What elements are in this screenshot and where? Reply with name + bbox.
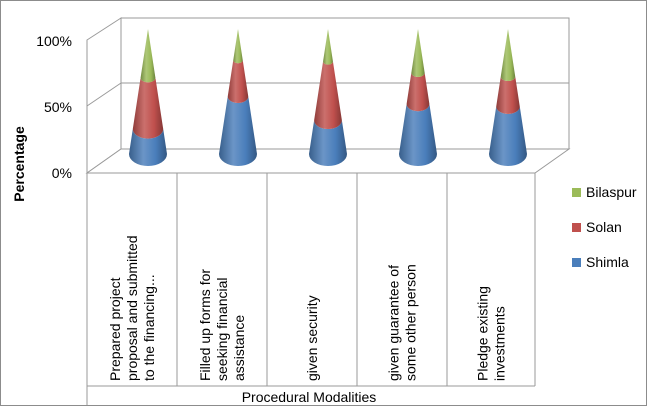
category-label-line: given guarantee of bbox=[386, 265, 402, 381]
category-label-line: some other person bbox=[403, 264, 419, 381]
cone-segment-bilaspur bbox=[500, 29, 516, 82]
legend-swatch-shimla bbox=[572, 258, 581, 267]
y-tick-label: 100% bbox=[36, 33, 72, 49]
legend-swatch-bilaspur bbox=[572, 188, 581, 197]
y-tick-label: 0% bbox=[52, 165, 72, 181]
legend-label-bilaspur: Bilaspur bbox=[586, 184, 637, 200]
x-axis-title: Procedural Modalities bbox=[242, 389, 377, 405]
y-tick-labels: 0% 50% 100% bbox=[36, 33, 72, 181]
category-label-line: Prepared project bbox=[107, 277, 123, 381]
category-grid bbox=[86, 172, 536, 405]
category-label: given guarantee ofsome other person bbox=[386, 264, 419, 381]
legend-label-shimla: Shimla bbox=[586, 254, 629, 270]
category-label-line: Pledge existing bbox=[475, 286, 491, 381]
cone-segment-bilaspur bbox=[411, 29, 425, 77]
category-label-line: assistance bbox=[231, 315, 247, 381]
category-labels: Prepared projectproposal and submittedto… bbox=[107, 235, 508, 381]
category-label: Filled up forms forseeking financialassi… bbox=[197, 269, 247, 381]
cone-segment-solan bbox=[406, 72, 430, 112]
cone-segment-solan bbox=[132, 77, 164, 139]
category-label-line: given security bbox=[304, 295, 320, 381]
category-label-line: Filled up forms for bbox=[197, 269, 213, 381]
cone-segment-shimla bbox=[309, 120, 347, 166]
category-label: Pledge existinginvestments bbox=[475, 286, 508, 381]
cone-segment-bilaspur bbox=[140, 29, 156, 83]
cone-segment-solan bbox=[314, 61, 342, 130]
legend-label-solan: Solan bbox=[586, 219, 622, 235]
cones bbox=[129, 29, 527, 166]
side-wall bbox=[86, 17, 122, 174]
category-label-line: proposal and submitted bbox=[124, 235, 140, 381]
cone-segment-solan bbox=[496, 76, 520, 114]
cone-segment-solan bbox=[227, 60, 249, 103]
y-axis-title: Percentage bbox=[11, 126, 27, 202]
cone bbox=[399, 29, 437, 166]
side-wall-gridline-50 bbox=[86, 82, 122, 107]
category-label-line: seeking financial bbox=[214, 277, 230, 381]
category-label: Prepared projectproposal and submittedto… bbox=[107, 235, 157, 381]
cone-segment-shimla bbox=[489, 106, 527, 166]
cone-segment-shimla bbox=[129, 129, 167, 166]
legend-swatch-solan bbox=[572, 223, 581, 232]
cone-segment-shimla bbox=[219, 96, 257, 166]
category-label: given security bbox=[304, 295, 320, 381]
legend: Bilaspur Solan Shimla bbox=[572, 184, 637, 270]
y-tick-label: 50% bbox=[44, 99, 72, 115]
cone-segment-bilaspur bbox=[323, 29, 333, 65]
cone bbox=[219, 29, 257, 166]
cone bbox=[489, 29, 527, 166]
cone-segment-shimla bbox=[399, 104, 437, 166]
category-label-line: to the financing... bbox=[141, 274, 157, 381]
cone bbox=[309, 29, 347, 166]
category-label-line: investments bbox=[492, 306, 508, 381]
cone bbox=[129, 29, 167, 166]
cone-segment-bilaspur bbox=[233, 29, 243, 64]
